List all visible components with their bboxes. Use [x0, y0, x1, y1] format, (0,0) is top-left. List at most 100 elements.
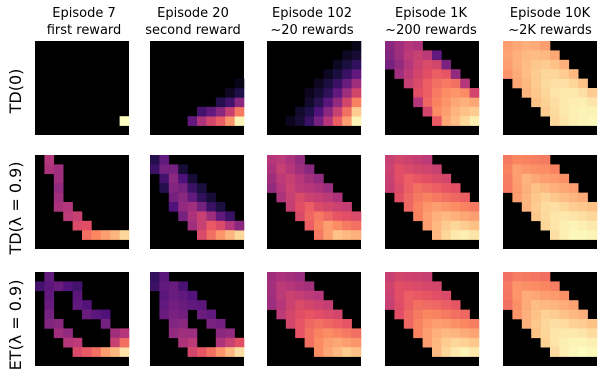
heatmap-cell — [568, 88, 579, 98]
heatmap-cell — [314, 319, 324, 329]
heatmap-cell — [178, 328, 188, 339]
heatmap-cell — [469, 106, 480, 117]
column-title: Episode 102 — [272, 6, 352, 21]
heatmap-cell — [187, 173, 198, 184]
heatmap-cell — [413, 192, 423, 203]
heatmap-cell — [559, 116, 570, 126]
heatmap-cell — [323, 337, 334, 348]
heatmap-cell — [403, 309, 414, 320]
heatmap-cell — [521, 173, 532, 184]
heatmap-cell — [422, 88, 433, 98]
column-subtitle: ~20 rewards — [270, 23, 354, 38]
heatmap-cell — [512, 69, 523, 79]
heatmap-cell — [206, 347, 217, 357]
heatmap-cell — [550, 281, 560, 292]
heatmap-cell — [568, 347, 579, 357]
heatmap-cell — [234, 347, 245, 357]
heatmap-cell — [540, 155, 551, 165]
heatmap-cell — [168, 309, 179, 320]
heatmap-cell — [159, 309, 170, 320]
heatmap-cell — [53, 192, 64, 203]
heatmap-cell — [512, 78, 523, 89]
heatmap-cell — [568, 300, 579, 310]
heatmap-cell — [304, 328, 315, 339]
heatmap-cell — [587, 337, 598, 348]
heatmap-cell — [178, 202, 188, 212]
heatmap-cell — [197, 192, 207, 203]
heatmap-cell — [215, 116, 226, 126]
heatmap-cell — [450, 183, 461, 193]
heatmap-cell — [559, 211, 570, 222]
heatmap-cell — [314, 309, 324, 320]
heatmap-cell — [44, 290, 55, 301]
heatmap-cell — [460, 97, 470, 108]
heatmap-cell — [110, 230, 120, 240]
heatmap-cell — [119, 328, 130, 339]
heatmap-cell — [168, 300, 179, 310]
heatmap-cell — [295, 309, 305, 320]
heatmap-cell — [206, 202, 217, 212]
heatmap-cell — [267, 290, 277, 301]
heatmap-cell — [413, 272, 423, 282]
heatmap-cell — [342, 319, 352, 329]
heatmap-cell — [432, 211, 442, 222]
heatmap-cell — [295, 290, 305, 301]
heatmap-cell — [503, 164, 513, 175]
heatmap-cell — [540, 106, 551, 117]
heatmap-cell — [215, 202, 226, 212]
heatmap-cell — [450, 319, 461, 329]
heatmap-cell — [559, 202, 570, 212]
heatmap-cell — [332, 116, 343, 126]
heatmap-cell — [503, 173, 513, 184]
heatmap-cell — [267, 164, 277, 175]
heatmap-cell — [178, 183, 188, 193]
heatmap-cell — [332, 337, 343, 348]
heatmap-cell — [550, 50, 560, 61]
heatmap-cell — [403, 78, 414, 89]
heatmap-cell — [432, 202, 442, 212]
heatmap-cell — [512, 272, 523, 282]
heatmap-cell — [63, 281, 73, 292]
heatmap-cell — [441, 337, 452, 348]
heatmap-cell — [432, 69, 442, 79]
heatmap-cell — [197, 220, 207, 231]
heatmap-cell — [568, 106, 579, 117]
heatmap-cell — [295, 116, 305, 126]
heatmap-cell — [187, 328, 198, 339]
heatmap-cell — [206, 192, 217, 203]
heatmap-cell — [304, 164, 315, 175]
heatmap-cell — [531, 164, 541, 175]
heatmap-cell — [285, 202, 296, 212]
heatmap-cell — [512, 183, 523, 193]
heatmap-cell — [234, 116, 245, 126]
heatmap-cell — [432, 50, 442, 61]
heatmap-cell — [100, 319, 111, 329]
heatmap-cell — [587, 97, 598, 108]
heatmap-cell — [72, 347, 83, 357]
heatmap-cell — [44, 164, 55, 175]
heatmap-cell — [521, 192, 532, 203]
heatmap-cell — [332, 78, 343, 89]
heatmap-cell — [403, 192, 414, 203]
heatmap-cell — [469, 337, 480, 348]
heatmap-cell — [521, 155, 532, 165]
heatmap-cell — [304, 106, 315, 117]
heatmap-cell — [587, 211, 598, 222]
heatmap-cell — [110, 347, 120, 357]
heatmap-panel-background — [35, 41, 129, 135]
heatmap-cell — [342, 69, 352, 79]
heatmap-cell — [168, 183, 179, 193]
heatmap-cell — [168, 202, 179, 212]
heatmap-cell — [422, 155, 433, 165]
heatmap-cell — [44, 319, 55, 329]
heatmap-cell — [512, 59, 523, 70]
heatmap-cell — [206, 309, 217, 320]
heatmap-cell — [540, 328, 551, 339]
column-title: Episode 1K — [395, 6, 467, 21]
heatmap-cell — [441, 116, 452, 126]
heatmap-cell — [285, 290, 296, 301]
heatmap-cell — [540, 211, 551, 222]
heatmap-cell — [531, 300, 541, 310]
heatmap-cell — [550, 230, 560, 240]
heatmap-cell — [314, 290, 324, 301]
